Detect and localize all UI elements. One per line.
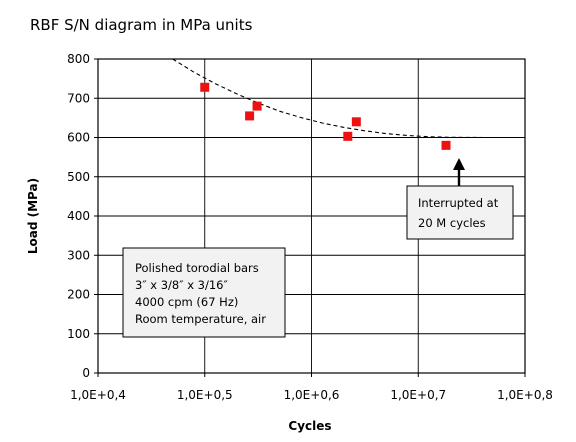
trendline-path [172, 58, 525, 139]
x-tick-label: 1,0E+0,6 [284, 388, 340, 402]
interrupted-note: Interrupted at 20 M cycles [406, 158, 514, 240]
interrupted-note-line: Interrupted at [418, 196, 499, 210]
x-tick-label: 1,0E+0,5 [177, 388, 233, 402]
x-tick-label: 1,0E+0,8 [497, 388, 553, 402]
specimen-note-line: Room temperature, air [135, 312, 266, 326]
y-tick-label: 500 [67, 170, 90, 184]
interrupted-arrow-head [453, 158, 465, 170]
specimen-note-line: Polished torodial bars [135, 261, 259, 275]
x-axis-label: Cycles [288, 419, 331, 433]
trendline [172, 58, 525, 139]
x-tick-label: 1,0E+0,4 [70, 388, 126, 402]
data-points [200, 82, 451, 150]
specimen-note-line: 3″ x 3/8″ x 3/16″ [135, 278, 228, 292]
specimen-note-line: 4000 cpm (67 Hz) [135, 295, 238, 309]
y-tick-label: 100 [67, 327, 90, 341]
y-tick-label: 300 [67, 248, 90, 262]
x-tick-label: 1,0E+0,7 [390, 388, 446, 402]
x-axis-ticks: 1,0E+0,4 1,0E+0,5 1,0E+0,6 1,0E+0,7 1,0E+0,8 [70, 373, 553, 402]
y-tick-label: 200 [67, 288, 90, 302]
y-tick-label: 700 [67, 91, 90, 105]
specimen-note: Polished torodial bars 3″ x 3/8″ x 3/16″… [122, 247, 286, 338]
y-axis-label: Load (MPa) [26, 178, 40, 254]
data-point [441, 140, 451, 150]
data-point [200, 82, 210, 92]
y-tick-label: 400 [67, 209, 90, 223]
data-point [343, 131, 353, 141]
y-axis-ticks: 0 100 200 300 400 500 600 700 800 [67, 52, 98, 380]
data-point [351, 117, 361, 127]
y-tick-label: 800 [67, 52, 90, 66]
chart-title: RBF S/N diagram in MPa units [30, 16, 253, 34]
y-tick-label: 600 [67, 131, 90, 145]
data-point [245, 111, 255, 121]
interrupted-note-line: 20 M cycles [418, 216, 486, 230]
data-point [252, 101, 262, 111]
interrupted-note-box [406, 185, 514, 240]
specimen-note-box [122, 247, 286, 338]
y-tick-label: 0 [82, 366, 90, 380]
